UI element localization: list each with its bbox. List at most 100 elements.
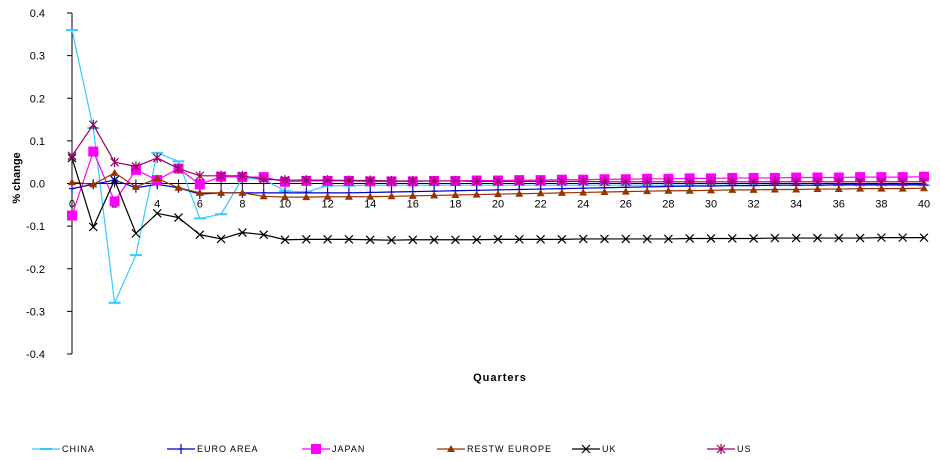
legend: CHINA EURO AREA JAPAN RESTW EUROPE UK US xyxy=(32,444,752,454)
data-point-us xyxy=(323,175,333,186)
legend-item-restw-europe: RESTW EUROPE xyxy=(437,444,551,454)
data-point-uk xyxy=(749,234,759,243)
data-point-restw-europe xyxy=(557,188,566,196)
data-point-uk xyxy=(578,234,588,244)
data-point-us xyxy=(514,176,524,187)
data-point-us xyxy=(365,175,375,186)
data-point-uk xyxy=(344,234,354,244)
data-point-uk xyxy=(706,234,716,243)
x-tick-label: 10 xyxy=(279,199,291,211)
series-uk xyxy=(67,153,929,245)
legend-label-euro-area: EURO AREA xyxy=(197,444,259,454)
x-tick-label: 36 xyxy=(833,199,845,211)
x-tick-label: 8 xyxy=(239,199,245,211)
data-point-uk xyxy=(259,230,269,240)
data-point-euro-area xyxy=(69,183,75,194)
x-tick-label: 16 xyxy=(407,199,419,211)
x-tick-label: 22 xyxy=(534,199,546,211)
x-tick-label: 0 xyxy=(69,199,75,211)
data-point-us xyxy=(131,161,141,172)
data-point-restw-europe xyxy=(877,184,886,192)
data-point-restw-europe xyxy=(174,183,183,191)
x-tick-label: 32 xyxy=(747,199,759,211)
data-point-us xyxy=(174,163,183,174)
data-point-us xyxy=(749,176,759,187)
y-axis-title: % change xyxy=(11,152,23,203)
data-point-restw-europe xyxy=(131,182,140,190)
data-point-uk xyxy=(387,235,396,245)
data-point-us xyxy=(152,152,162,163)
data-point-us xyxy=(387,175,396,186)
legend-item-euro-area: EURO AREA xyxy=(167,444,259,454)
legend-label-us: US xyxy=(737,444,752,454)
data-point-japan xyxy=(194,179,205,190)
data-point-restw-europe xyxy=(664,186,673,194)
data-point-restw-europe xyxy=(153,174,162,182)
data-point-restw-europe xyxy=(366,192,375,200)
data-point-restw-europe xyxy=(707,186,715,194)
data-point-uk xyxy=(131,228,141,238)
series-us xyxy=(67,119,929,187)
data-point-us xyxy=(88,119,98,130)
data-point-us xyxy=(855,176,865,187)
data-point-restw-europe xyxy=(68,178,76,186)
data-point-us xyxy=(429,175,439,186)
data-point-restw-europe xyxy=(302,193,311,201)
y-tick-label: 0.1 xyxy=(30,136,45,148)
data-point-restw-europe xyxy=(749,185,758,193)
data-point-restw-europe xyxy=(898,184,907,192)
x-tick-label: 34 xyxy=(790,199,802,211)
data-point-us xyxy=(600,176,609,187)
data-point-restw-europe xyxy=(621,187,630,195)
data-point-us xyxy=(536,176,546,187)
y-tick-label: -0.1 xyxy=(26,221,45,233)
data-point-uk xyxy=(834,233,844,243)
plot-area: 0.4 0.3 0.2 0.1 0.0 -0.1 -0.2 -0.3 -0.4 0 24 6 8 10 1… xyxy=(26,8,930,361)
data-point-uk xyxy=(493,234,503,244)
data-point-uk xyxy=(174,213,183,223)
x-tick-label: 14 xyxy=(364,199,376,211)
legend-swatch-marker xyxy=(581,444,591,454)
x-tick-label: 20 xyxy=(492,199,504,211)
data-point-restw-europe xyxy=(195,188,204,196)
data-point-restw-europe xyxy=(89,180,98,188)
data-point-uk xyxy=(536,234,546,244)
data-point-us xyxy=(195,170,205,181)
data-point-restw-europe xyxy=(344,192,353,200)
data-point-restw-europe xyxy=(387,192,396,200)
series-line-china xyxy=(71,29,924,306)
data-point-us xyxy=(663,176,673,187)
data-point-us xyxy=(813,176,822,187)
x-axis-title: Quarters xyxy=(473,372,527,384)
data-point-uk xyxy=(365,235,375,245)
x-tick-label: 4 xyxy=(154,199,160,211)
data-point-uk xyxy=(429,235,439,245)
data-point-restw-europe xyxy=(217,188,226,196)
y-tick-label: -0.4 xyxy=(26,349,45,361)
data-point-us xyxy=(67,150,77,161)
data-point-us xyxy=(898,176,908,187)
data-point-us xyxy=(770,176,780,187)
data-point-uk xyxy=(557,234,567,244)
data-point-restw-europe xyxy=(685,186,694,194)
x-tick-label: 26 xyxy=(620,199,632,211)
legend-item-china: CHINA xyxy=(32,444,95,454)
data-point-us xyxy=(110,157,120,168)
data-point-us xyxy=(472,176,482,187)
data-point-uk xyxy=(621,234,631,244)
data-point-japan xyxy=(919,171,929,182)
data-point-restw-europe xyxy=(281,193,289,201)
data-point-restw-europe xyxy=(515,189,524,197)
data-point-restw-europe xyxy=(792,185,801,193)
legend-label-china: CHINA xyxy=(62,444,95,454)
data-point-restw-europe xyxy=(643,187,652,195)
x-tick-label: 12 xyxy=(321,199,333,211)
data-point-restw-europe xyxy=(110,168,119,176)
data-point-us xyxy=(557,176,567,187)
data-point-us xyxy=(237,170,247,181)
data-point-uk xyxy=(600,234,609,244)
data-point-uk xyxy=(88,222,98,232)
data-point-uk xyxy=(813,233,822,243)
data-point-uk xyxy=(919,233,929,243)
data-point-restw-europe xyxy=(600,188,609,196)
